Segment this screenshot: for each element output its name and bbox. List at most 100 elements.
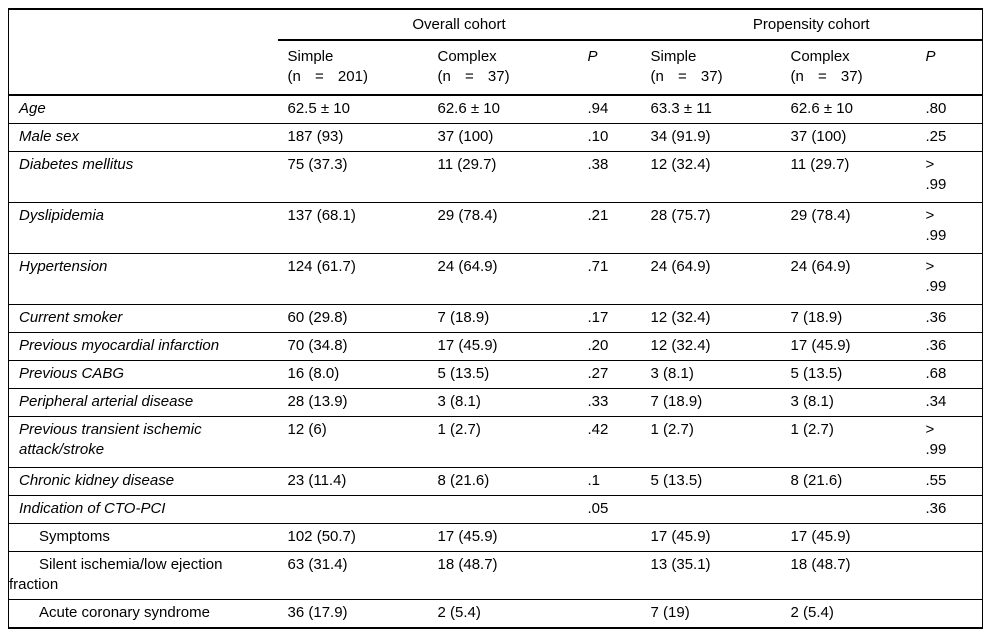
table-cell: 11 (29.7) <box>780 151 916 203</box>
column-n: (n = 37) <box>437 68 510 85</box>
table-cell: 12 (32.4) <box>640 304 781 333</box>
table-cell: .34 <box>915 388 983 417</box>
table-row: Previous CABG 16 (8.0) 5 (13.5) .27 3 (8.1) 5… <box>8 360 983 389</box>
row-label: Age <box>8 95 278 124</box>
table-cell: 17 (45.9) <box>427 332 578 361</box>
table-cell: 3 (8.1) <box>780 388 916 417</box>
table-cell: .17 <box>577 304 641 333</box>
table-cell: 13 (35.1) <box>640 551 781 600</box>
row-label: Acute coronary syndrome <box>8 599 278 629</box>
table-cell: 137 (68.1) <box>277 202 428 254</box>
table-cell: 17 (45.9) <box>780 523 916 552</box>
table-cell: 24 (64.9) <box>780 253 916 305</box>
table-cell: 5 (13.5) <box>640 467 781 496</box>
table-cell: 36 (17.9) <box>277 599 428 629</box>
table-cell: 34 (91.9) <box>640 123 781 152</box>
propensity-cohort-header: Propensity cohort <box>640 9 983 41</box>
table-cell: 37 (100) <box>780 123 916 152</box>
table-cell <box>915 551 983 600</box>
column-label: Complex <box>437 48 497 65</box>
table-cell: .68 <box>915 360 983 389</box>
row-label: Previous transient ischemic attack/strok… <box>8 416 278 468</box>
table-cell: .71 <box>577 253 641 305</box>
table-cell: 102 (50.7) <box>277 523 428 552</box>
column-header-simple-propensity: Simple (n = 37) <box>640 40 781 96</box>
table-cell: 17 (45.9) <box>427 523 578 552</box>
table-cell: .25 <box>915 123 983 152</box>
table-cell: .1 <box>577 467 641 496</box>
table-cell: 70 (34.8) <box>277 332 428 361</box>
empty-corner-cell <box>9 9 278 40</box>
row-label: Diabetes mellitus <box>8 151 278 203</box>
table-cell: 17 (45.9) <box>640 523 781 552</box>
table-cell: 7 (18.9) <box>640 388 781 417</box>
table-cell: 75 (37.3) <box>277 151 428 203</box>
table-cell: .80 <box>915 95 983 124</box>
table-cell <box>640 495 781 524</box>
row-label: Male sex <box>8 123 278 152</box>
column-n: (n = 37) <box>790 68 863 85</box>
column-label: P <box>587 48 598 65</box>
table-cell: 2 (5.4) <box>780 599 916 629</box>
table-cell: 5 (13.5) <box>780 360 916 389</box>
table-cell: 37 (100) <box>427 123 578 152</box>
column-label: Simple <box>650 48 697 65</box>
table-row: Acute coronary syndrome 36 (17.9) 2 (5.4) 7… <box>8 599 983 629</box>
row-label: Silent ischemia/low ejection fraction <box>8 551 278 600</box>
table-cell: .38 <box>577 151 641 203</box>
table-row: Silent ischemia/low ejection fraction 63 … <box>8 551 983 600</box>
table-row: Current smoker 60 (29.8) 7 (18.9) .17 12 (32… <box>8 304 983 333</box>
table-cell: 7 (19) <box>640 599 781 629</box>
cohort-header-row: Overall cohort Propensity cohort <box>9 9 983 41</box>
table-row: Indication of CTO-PCI .05 .36 <box>8 495 983 524</box>
column-header-complex-propensity: Complex (n = 37) <box>780 40 916 96</box>
column-header-complex-overall: Complex (n = 37) <box>427 40 578 96</box>
column-header-simple-overall: Simple (n = 201) <box>277 40 428 96</box>
table-cell: .55 <box>915 467 983 496</box>
table-cell: 23 (11.4) <box>277 467 428 496</box>
table-row: Symptoms 102 (50.7) 17 (45.9) 17 (45.9) 17 (… <box>8 523 983 552</box>
column-header-p-propensity: P <box>915 40 983 96</box>
table-cell: .36 <box>915 304 983 333</box>
table-cell: .42 <box>577 416 641 468</box>
table-cell: 17 (45.9) <box>780 332 916 361</box>
table-cell: .36 <box>915 495 983 524</box>
table-row: Chronic kidney disease 23 (11.4) 8 (21.6).… <box>8 467 983 496</box>
row-label: Chronic kidney disease <box>8 467 278 496</box>
row-label: Symptoms <box>8 523 278 552</box>
table-cell: 12 (6) <box>277 416 428 468</box>
table-cell: > .99 <box>915 416 983 468</box>
table-cell: 28 (13.9) <box>277 388 428 417</box>
table-cell: 8 (21.6) <box>780 467 916 496</box>
row-label: Indication of CTO-PCI <box>8 495 278 524</box>
table-cell: > .99 <box>915 253 983 305</box>
table-cell: 187 (93) <box>277 123 428 152</box>
table-cell <box>277 495 428 524</box>
baseline-characteristics-table: Overall cohort Propensity cohort Simple … <box>8 8 983 629</box>
column-header-row: Simple (n = 201) Complex (n = 37) P Simp… <box>8 40 983 96</box>
table-cell: 5 (13.5) <box>427 360 578 389</box>
table-cell: .36 <box>915 332 983 361</box>
column-n: (n = 37) <box>650 68 723 85</box>
row-label: Previous myocardial infarction <box>8 332 278 361</box>
table-cell <box>577 523 641 552</box>
row-label: Hypertension <box>8 253 278 305</box>
table-cell: > .99 <box>915 151 983 203</box>
table-cell: 3 (8.1) <box>427 388 578 417</box>
column-label: Simple <box>287 48 334 65</box>
column-header-p-overall: P <box>577 40 641 96</box>
table-cell: 60 (29.8) <box>277 304 428 333</box>
table-row: Previous transient ischemic attack/strok… <box>8 416 983 468</box>
table-cell: 18 (48.7) <box>780 551 916 600</box>
table-cell: 62.5 ± 10 <box>277 95 428 124</box>
table-row: Dyslipidemia 137 (68.1) 29 (78.4) .21 28 (75… <box>8 202 983 254</box>
table-cell: 124 (61.7) <box>277 253 428 305</box>
table-cell: 7 (18.9) <box>427 304 578 333</box>
table-cell: 1 (2.7) <box>640 416 781 468</box>
table-cell: 29 (78.4) <box>780 202 916 254</box>
table-cell: 63 (31.4) <box>277 551 428 600</box>
row-label: Current smoker <box>8 304 278 333</box>
column-n: (n = 201) <box>287 68 368 85</box>
table-cell: 1 (2.7) <box>780 416 916 468</box>
table-cell: 16 (8.0) <box>277 360 428 389</box>
